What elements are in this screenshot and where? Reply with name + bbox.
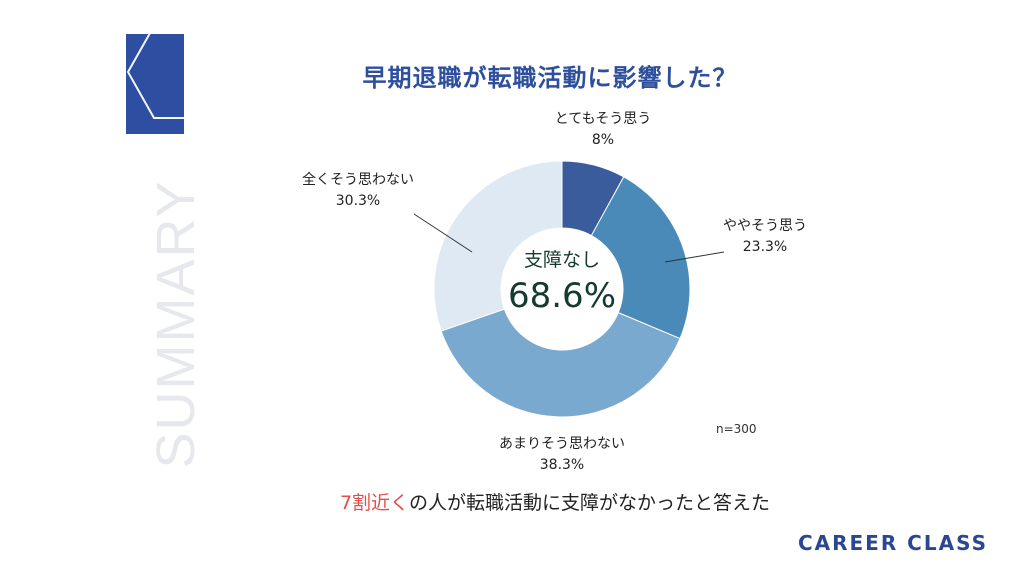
slice-label-strongly-agree: とてもそう思う 8% (528, 109, 678, 151)
slice-label-name: 全くそう思わない (302, 172, 414, 188)
slice-label-value: 8% (591, 132, 615, 148)
center-summary-value: 68.6% (507, 276, 616, 316)
slice-label-name: あまりそう思わない (499, 436, 625, 452)
slice-label-value: 38.3% (539, 457, 585, 473)
brand-logo: CAREER CLASS (797, 531, 988, 555)
leader-line-strongly-disagree (413, 213, 473, 253)
slice-label-value: 23.3% (742, 239, 788, 255)
slice-label-name: とてもそう思う (554, 111, 652, 127)
slice-label-somewhat-agree: ややそう思う 23.3% (705, 216, 825, 258)
center-summary: 支障なし 68.6% (497, 247, 627, 319)
leader-line-somewhat-agree (664, 251, 725, 263)
slice-strongly-disagree (433, 160, 563, 332)
caption: 7割近くの人が転職活動に支障がなかったと答えた (290, 488, 820, 515)
slice-somewhat-disagree (440, 308, 681, 418)
chart-title: 早期退職が転職活動に影響した？ (362, 64, 738, 92)
sample-size: n=300 (716, 422, 757, 436)
slice-somewhat-agree (590, 176, 691, 340)
caption-text: の人が転職活動に支障がなかったと答えた (409, 492, 771, 514)
slice-label-name: ややそう思う (723, 218, 807, 234)
hexagon-outline-icon (126, 25, 232, 119)
slice-label-value: 30.3% (335, 193, 381, 209)
center-summary-label: 支障なし (523, 249, 600, 271)
slice-label-strongly-disagree: 全くそう思わない 30.3% (278, 170, 438, 212)
slice-label-somewhat-disagree: あまりそう思わない 38.3% (472, 434, 652, 476)
caption-highlight: 7割近く (339, 492, 410, 514)
